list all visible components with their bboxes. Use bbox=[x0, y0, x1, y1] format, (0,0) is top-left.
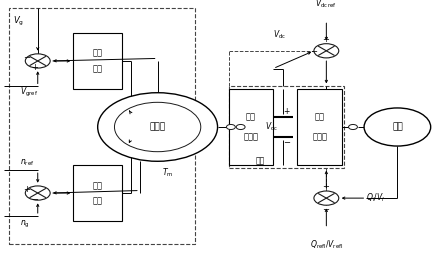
Text: 系统: 系统 bbox=[93, 64, 103, 73]
Text: $V_{\rm dc}$: $V_{\rm dc}$ bbox=[273, 28, 286, 41]
Text: $V_{\rm dc\,ref}$: $V_{\rm dc\,ref}$ bbox=[315, 0, 337, 10]
Circle shape bbox=[314, 191, 339, 205]
Bar bbox=[229, 89, 273, 165]
Text: $T_{\rm m}$: $T_{\rm m}$ bbox=[162, 166, 174, 179]
Text: $n_{\rm ref}$: $n_{\rm ref}$ bbox=[20, 157, 34, 168]
Text: $Q_l/V_l$: $Q_l/V_l$ bbox=[366, 192, 385, 204]
Text: 调速: 调速 bbox=[93, 181, 103, 190]
Bar bbox=[73, 165, 122, 221]
Circle shape bbox=[226, 124, 235, 130]
Text: +: + bbox=[24, 185, 31, 194]
Text: −: − bbox=[24, 53, 31, 62]
Circle shape bbox=[364, 108, 431, 146]
Text: 网侧: 网侧 bbox=[315, 112, 325, 121]
Bar bbox=[297, 89, 342, 165]
Text: 变流器: 变流器 bbox=[243, 133, 258, 142]
Text: 电网: 电网 bbox=[392, 122, 403, 132]
Text: +: + bbox=[322, 35, 329, 44]
Circle shape bbox=[314, 44, 339, 58]
Text: −: − bbox=[283, 138, 290, 147]
Text: +: + bbox=[322, 182, 329, 191]
Circle shape bbox=[115, 102, 201, 152]
Text: $V_{\rm gref}$: $V_{\rm gref}$ bbox=[20, 86, 38, 100]
Bar bbox=[229, 86, 344, 168]
Text: −: − bbox=[32, 195, 39, 204]
Text: +: + bbox=[32, 63, 39, 72]
Text: 变流器: 变流器 bbox=[312, 133, 327, 142]
Text: −: − bbox=[310, 47, 317, 57]
Text: $Q_{\rm refl}/V_{\rm refl}$: $Q_{\rm refl}/V_{\rm refl}$ bbox=[310, 239, 343, 251]
Bar bbox=[9, 8, 195, 244]
Text: 发电机: 发电机 bbox=[150, 122, 166, 132]
Text: 系统: 系统 bbox=[93, 196, 103, 205]
Bar bbox=[73, 33, 122, 89]
Text: +: + bbox=[283, 107, 289, 116]
Text: 闭锁: 闭锁 bbox=[255, 156, 265, 165]
Text: $V_{\rm dc}$: $V_{\rm dc}$ bbox=[265, 121, 278, 133]
Text: 励磁: 励磁 bbox=[93, 49, 103, 58]
Circle shape bbox=[349, 124, 357, 130]
Text: 机侧: 机侧 bbox=[246, 112, 256, 121]
Text: $n_{\rm g}$: $n_{\rm g}$ bbox=[20, 218, 30, 230]
Circle shape bbox=[25, 186, 50, 200]
Circle shape bbox=[236, 124, 245, 130]
Text: −: − bbox=[322, 205, 329, 214]
Circle shape bbox=[25, 54, 50, 68]
Circle shape bbox=[98, 93, 218, 161]
Text: $V_{\rm g}$: $V_{\rm g}$ bbox=[13, 15, 24, 28]
